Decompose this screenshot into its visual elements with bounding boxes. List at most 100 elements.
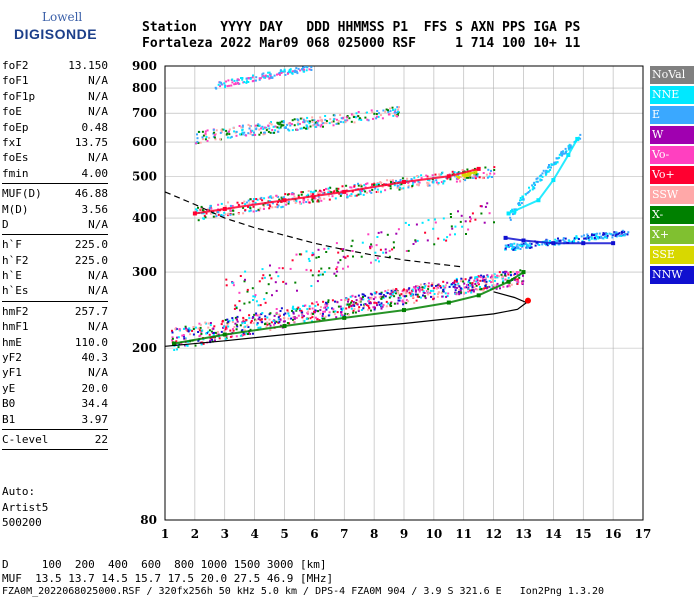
echo-point bbox=[348, 117, 351, 120]
echo-point bbox=[243, 200, 246, 203]
echo-point bbox=[549, 240, 551, 242]
echo-point bbox=[249, 209, 252, 212]
echo-point bbox=[480, 205, 483, 208]
echo-point bbox=[237, 78, 240, 81]
echo-point bbox=[208, 209, 211, 212]
echo-point bbox=[493, 273, 496, 276]
echo-point bbox=[412, 286, 415, 289]
echo-point bbox=[452, 282, 454, 284]
echo-point bbox=[268, 200, 271, 202]
series-point bbox=[566, 152, 571, 157]
echo-point bbox=[377, 231, 380, 234]
echo-point bbox=[217, 83, 220, 86]
echo-point bbox=[475, 280, 478, 283]
echo-point bbox=[294, 308, 297, 311]
param-row: h`Es N/A bbox=[2, 283, 108, 298]
echo-point bbox=[479, 279, 482, 282]
echo-point bbox=[487, 168, 490, 171]
echo-point bbox=[576, 237, 579, 240]
echo-point bbox=[347, 313, 350, 316]
echo-point bbox=[364, 294, 367, 297]
echo-point bbox=[365, 304, 368, 307]
echo-point bbox=[323, 271, 326, 273]
echo-point bbox=[202, 217, 205, 220]
echo-point bbox=[479, 288, 482, 291]
echo-point bbox=[269, 195, 271, 198]
echo-point bbox=[321, 122, 324, 125]
echo-point bbox=[396, 302, 399, 305]
echo-point bbox=[539, 174, 542, 177]
echo-point bbox=[286, 201, 288, 204]
param-separator bbox=[2, 428, 108, 430]
legend-item: Vo+ bbox=[650, 166, 694, 184]
echo-point bbox=[311, 116, 314, 119]
echo-point bbox=[291, 129, 294, 132]
echo-point bbox=[311, 307, 314, 310]
echo-point bbox=[530, 242, 533, 245]
echo-point bbox=[458, 289, 461, 291]
echo-point bbox=[583, 234, 585, 237]
echo-point bbox=[330, 121, 333, 124]
echo-point bbox=[404, 290, 407, 293]
echo-point bbox=[293, 124, 296, 127]
echo-point bbox=[477, 283, 480, 286]
echo-point bbox=[242, 319, 245, 322]
echo-point bbox=[197, 219, 200, 222]
echo-point bbox=[320, 306, 322, 309]
echo-point bbox=[258, 313, 261, 316]
echo-point bbox=[310, 192, 313, 195]
x-tick-label: 10 bbox=[426, 527, 443, 541]
echo-point bbox=[611, 236, 614, 239]
echo-point bbox=[317, 256, 320, 258]
echo-point bbox=[460, 291, 463, 294]
echo-point bbox=[196, 137, 199, 140]
echo-point bbox=[544, 173, 547, 176]
echo-point bbox=[287, 200, 290, 203]
echo-point bbox=[217, 333, 220, 336]
echo-point bbox=[231, 205, 234, 207]
echo-point bbox=[328, 311, 331, 314]
echo-point bbox=[233, 79, 236, 82]
echo-point bbox=[519, 269, 522, 272]
echo-point bbox=[557, 237, 559, 240]
echo-point bbox=[480, 287, 483, 290]
echo-point bbox=[337, 305, 340, 308]
echo-point bbox=[567, 239, 570, 242]
echo-point bbox=[464, 179, 467, 182]
echo-point bbox=[324, 306, 327, 309]
param-value: N/A bbox=[88, 269, 108, 283]
echo-point bbox=[257, 304, 260, 307]
echo-point bbox=[243, 302, 246, 305]
echo-point bbox=[463, 291, 465, 294]
echo-point bbox=[275, 194, 278, 197]
echo-point bbox=[474, 177, 477, 180]
echo-point bbox=[358, 118, 361, 121]
echo-point bbox=[327, 314, 330, 317]
echo-point bbox=[464, 175, 466, 178]
echo-point bbox=[321, 191, 324, 194]
echo-point bbox=[347, 300, 349, 303]
echo-point bbox=[266, 316, 269, 319]
echo-point bbox=[214, 138, 217, 141]
echo-point bbox=[583, 237, 586, 240]
echo-point bbox=[217, 211, 220, 214]
legend-item: NNW bbox=[650, 266, 694, 284]
echo-point bbox=[317, 248, 320, 251]
echo-point bbox=[223, 330, 226, 332]
echo-point bbox=[432, 298, 435, 301]
echo-point bbox=[323, 306, 326, 309]
echo-point bbox=[393, 289, 396, 292]
param-name: h`F bbox=[2, 238, 22, 252]
echo-point bbox=[291, 119, 294, 122]
echo-point bbox=[199, 141, 202, 144]
echo-point bbox=[456, 178, 459, 180]
echo-point bbox=[400, 293, 403, 296]
echo-point bbox=[268, 318, 271, 321]
echo-point bbox=[212, 128, 215, 131]
param-value: 257.7 bbox=[74, 304, 108, 318]
echo-point bbox=[328, 267, 331, 270]
echo-point bbox=[451, 227, 454, 230]
echo-point bbox=[349, 186, 352, 189]
echo-point bbox=[487, 275, 489, 278]
echo-point bbox=[390, 295, 393, 298]
